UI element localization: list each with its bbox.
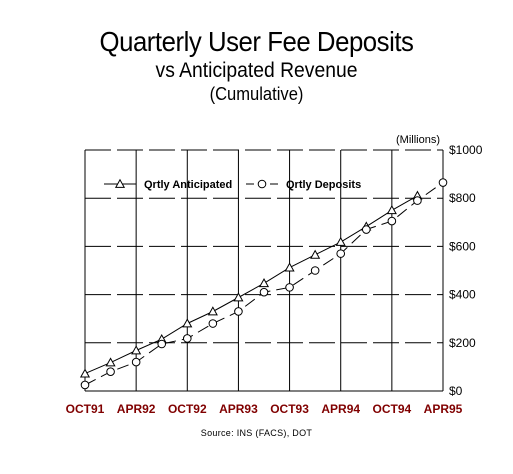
anticipated-series-line [84, 195, 418, 375]
circle-point-marker [259, 287, 269, 297]
circle-point-marker [208, 319, 218, 328]
chart-subtitle: vs Anticipated Revenue [155, 59, 358, 82]
circle-point-marker [438, 178, 448, 187]
triangle-point-marker [131, 345, 142, 355]
x-tick-label: OCT93 [270, 402, 309, 416]
triangle-point-marker [258, 278, 270, 288]
chart-title: Quarterly User Fee Deposits [99, 26, 414, 57]
y-tick-label: $200 [449, 336, 476, 350]
circle-point-marker [131, 357, 141, 367]
y-axis-label: (Millions) [396, 134, 440, 146]
circle-point-marker [336, 249, 346, 258]
legend: Qrtly Anticipated Qrtly Deposits [104, 178, 361, 191]
x-tick-label: APR92 [117, 402, 156, 416]
triangle-point-marker [114, 178, 126, 188]
triangle-point-marker [284, 262, 295, 272]
circle-point-marker [285, 283, 294, 292]
y-tick-label: $400 [449, 288, 476, 302]
circle-point-marker [387, 216, 397, 226]
triangle-point-marker [79, 368, 91, 378]
x-tick-label: APR93 [219, 402, 258, 416]
circle-point-marker [80, 380, 90, 390]
x-tick-labels: OCT91 APR92 OCT92 APR93 OCT93 APR94 OCT94 APR95 [66, 402, 463, 416]
circle-point-marker [157, 339, 167, 349]
y-tick-labels: $0 $200 $400 $600 $800 $1000 [449, 143, 483, 398]
triangle-point-marker [233, 292, 244, 302]
triangle-point-marker [386, 205, 397, 215]
circle-point-marker [106, 367, 115, 377]
legend-label: Qrtly Deposits [286, 179, 361, 191]
grid-lines [84, 149, 444, 392]
circle-point-marker [361, 225, 371, 234]
chart-title-block: Quarterly User Fee Deposits vs Anticipat… [0, 26, 513, 105]
x-tick-label: OCT92 [168, 402, 207, 416]
circle-point-marker [257, 179, 267, 189]
chart-subtitle-cumulative: (Cumulative) [209, 84, 304, 104]
x-tick-label: OCT91 [66, 402, 105, 416]
triangle-point-marker [182, 318, 193, 328]
y-tick-label: $0 [449, 384, 463, 398]
source-note: Source: INS (FACS), DOT [200, 428, 313, 438]
x-tick-label: APR94 [321, 402, 360, 416]
circle-point-marker [310, 266, 320, 275]
triangle-point-marker [207, 306, 218, 316]
y-tick-label: $600 [449, 239, 476, 253]
x-tick-label: OCT94 [373, 402, 412, 416]
legend-label: Qrtly Anticipated [144, 179, 232, 191]
triangle-point-marker [105, 357, 116, 367]
data-series [79, 178, 448, 390]
x-tick-label: APR95 [424, 402, 463, 416]
y-tick-label: $1000 [449, 143, 483, 157]
circle-point-marker [182, 334, 192, 343]
circle-point-marker [234, 307, 243, 316]
circle-point-marker [413, 196, 422, 205]
triangle-point-marker [310, 249, 321, 259]
y-tick-label: $800 [449, 191, 476, 205]
triangle-point-marker [335, 236, 346, 246]
